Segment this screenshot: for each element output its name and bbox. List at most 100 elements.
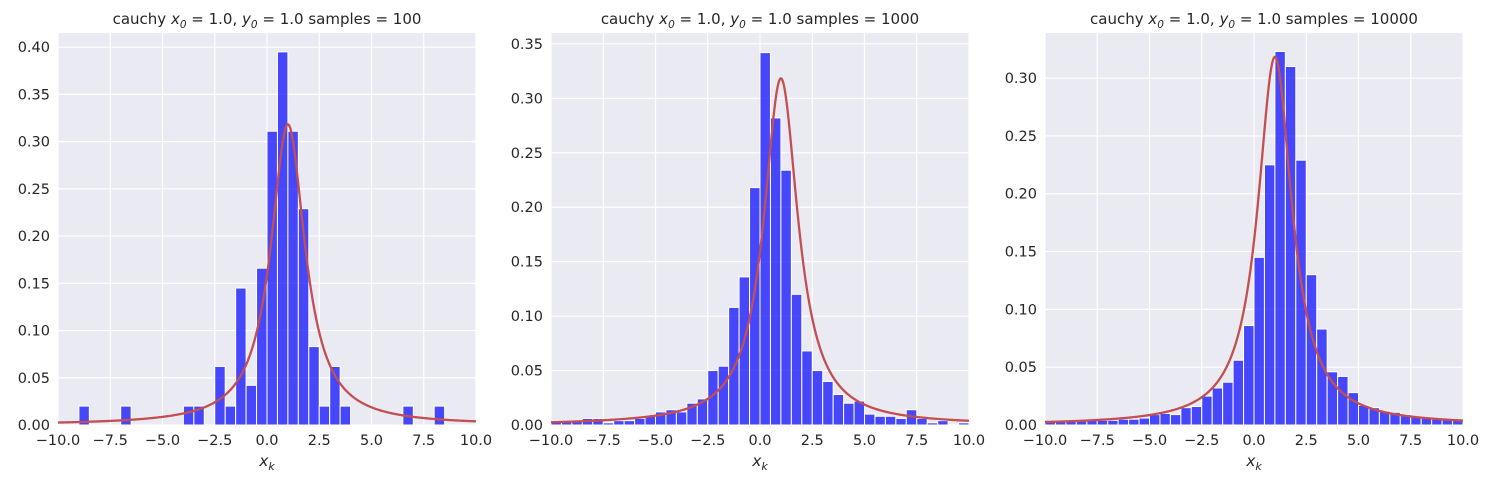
histogram-bar xyxy=(1149,414,1161,425)
x-tick-label: −2.5 xyxy=(1184,433,1219,449)
histogram-bar xyxy=(120,405,132,425)
x-tick-label: 2.5 xyxy=(308,433,331,449)
histogram-bar xyxy=(266,130,278,425)
chart-panel-3: 0.00 0.05 0.10 0.15 0.20 0.25 0.30 −10.0 −7.5 −5.… xyxy=(1005,10,1479,473)
cauchy-pdf-curve xyxy=(551,77,969,424)
x-tick-label: −7.5 xyxy=(93,433,128,449)
y-tick-label: 0.05 xyxy=(1005,360,1037,376)
histogram-bar xyxy=(822,380,834,425)
x-tick-label: −10.0 xyxy=(1023,433,1067,449)
histogram-bar xyxy=(297,208,310,425)
histogram-bar xyxy=(193,405,205,425)
histogram-bar xyxy=(1232,359,1245,425)
histogram-bar xyxy=(1243,325,1255,425)
y-tick-label: 0.20 xyxy=(1005,187,1037,203)
y-tick-label: 0.15 xyxy=(18,276,50,292)
histogram-bar xyxy=(433,405,446,425)
y-tick-label: 0.30 xyxy=(18,135,50,151)
cauchy-pdf-curve xyxy=(58,123,476,424)
histogram-bar xyxy=(1169,414,1182,425)
histogram-bar xyxy=(339,405,352,425)
x-tick-label: 7.5 xyxy=(412,433,435,449)
x-tick-label: 10.0 xyxy=(460,433,492,449)
histogram-bar xyxy=(790,293,803,425)
x-tick-label: 5.0 xyxy=(853,433,876,449)
histogram-bars xyxy=(1045,51,1463,425)
x-tick-label: −5.0 xyxy=(1132,433,1167,449)
x-tick-label: 10.0 xyxy=(953,433,985,449)
histogram-bar xyxy=(245,384,258,425)
histogram-bar xyxy=(926,422,939,425)
cauchy-pdf-curve xyxy=(1045,55,1463,424)
chart-panel-1: 0.00 0.05 0.10 0.15 0.20 0.25 0.30 0.35 0.40 −10.… xyxy=(18,10,492,473)
histogram-bar xyxy=(602,422,615,425)
y-tick-label: 0.25 xyxy=(18,182,50,198)
chart-panel-2: 0.00 0.05 0.10 0.15 0.20 0.25 0.30 0.35 −10.0 −7.… xyxy=(511,10,985,473)
histogram-bar xyxy=(675,411,688,425)
histogram-bar xyxy=(864,413,876,425)
x-tick-label: 7.5 xyxy=(1399,433,1422,449)
y-tick-label: 0.25 xyxy=(511,146,543,162)
histogram-bar xyxy=(937,420,949,425)
x-tick-label: 0.0 xyxy=(255,433,278,449)
y-tick-label: 0.00 xyxy=(511,418,543,434)
histogram-bar xyxy=(1211,387,1224,425)
y-tick-label: 0.05 xyxy=(18,371,50,387)
histogram-bar xyxy=(1107,419,1119,425)
histogram-bar xyxy=(1159,412,1171,425)
x-axis-label: xk xyxy=(258,452,275,473)
histogram-bar xyxy=(1117,418,1130,425)
histogram-bar xyxy=(308,346,320,425)
histogram-bar xyxy=(1138,417,1151,425)
histogram-bar xyxy=(634,417,646,425)
x-tick-label: −5.0 xyxy=(145,433,180,449)
histogram-bar xyxy=(717,365,730,425)
histogram-bar xyxy=(276,51,289,425)
chart-title: cauchy x0 = 1.0, y0 = 1.0 samples = 1000 xyxy=(601,10,919,31)
histogram-bar xyxy=(318,405,331,425)
histogram-bar xyxy=(1190,405,1203,425)
x-tick-label: −2.5 xyxy=(690,433,725,449)
histogram-bar xyxy=(329,365,341,425)
histogram-bar xyxy=(1295,159,1307,425)
x-tick-label: −5.0 xyxy=(638,433,673,449)
histogram-bar xyxy=(801,350,813,425)
histogram-bar xyxy=(613,420,625,425)
histogram-bar xyxy=(1222,381,1234,425)
y-tick-label: 0.15 xyxy=(1005,245,1037,261)
histogram-bar xyxy=(843,402,855,425)
histogram-bar xyxy=(1284,66,1297,425)
x-axis-label: xk xyxy=(1245,452,1262,473)
x-tick-label: −10.0 xyxy=(529,433,573,449)
y-tick-label: 0.25 xyxy=(1005,129,1037,145)
histogram-bar xyxy=(884,415,897,425)
chart-title: cauchy x0 = 1.0, y0 = 1.0 samples = 1000… xyxy=(1090,10,1418,31)
y-tick-label: 0.10 xyxy=(18,324,50,340)
histogram-bar xyxy=(1326,371,1339,425)
x-axis-label: xk xyxy=(751,452,768,473)
histogram-bars xyxy=(551,52,969,425)
y-tick-label: 0.20 xyxy=(511,200,543,216)
histogram-bar xyxy=(769,117,782,425)
histogram-bar xyxy=(1253,256,1265,425)
histogram-bar xyxy=(1201,395,1213,425)
chart-title: cauchy x0 = 1.0, y0 = 1.0 samples = 100 xyxy=(113,10,422,31)
histogram-bar xyxy=(235,287,247,425)
histogram-bar xyxy=(224,405,237,425)
histogram-bar xyxy=(1180,407,1192,425)
histogram-bar xyxy=(1128,418,1140,425)
y-tick-label: 0.00 xyxy=(18,418,50,434)
y-tick-label: 0.30 xyxy=(1005,71,1037,87)
y-tick-label: 0.30 xyxy=(511,91,543,107)
x-tick-label: −7.5 xyxy=(586,433,621,449)
histogram-bar xyxy=(1263,164,1276,425)
y-tick-label: 0.20 xyxy=(18,229,50,245)
x-tick-label: 5.0 xyxy=(360,433,383,449)
histogram-bars xyxy=(78,51,446,425)
x-tick-label: 7.5 xyxy=(905,433,928,449)
y-tick-label: 0.00 xyxy=(1005,418,1037,434)
histogram-bar xyxy=(874,415,886,425)
x-tick-label: −2.5 xyxy=(197,433,232,449)
histogram-bar xyxy=(916,417,928,425)
histogram-bar xyxy=(832,394,845,425)
